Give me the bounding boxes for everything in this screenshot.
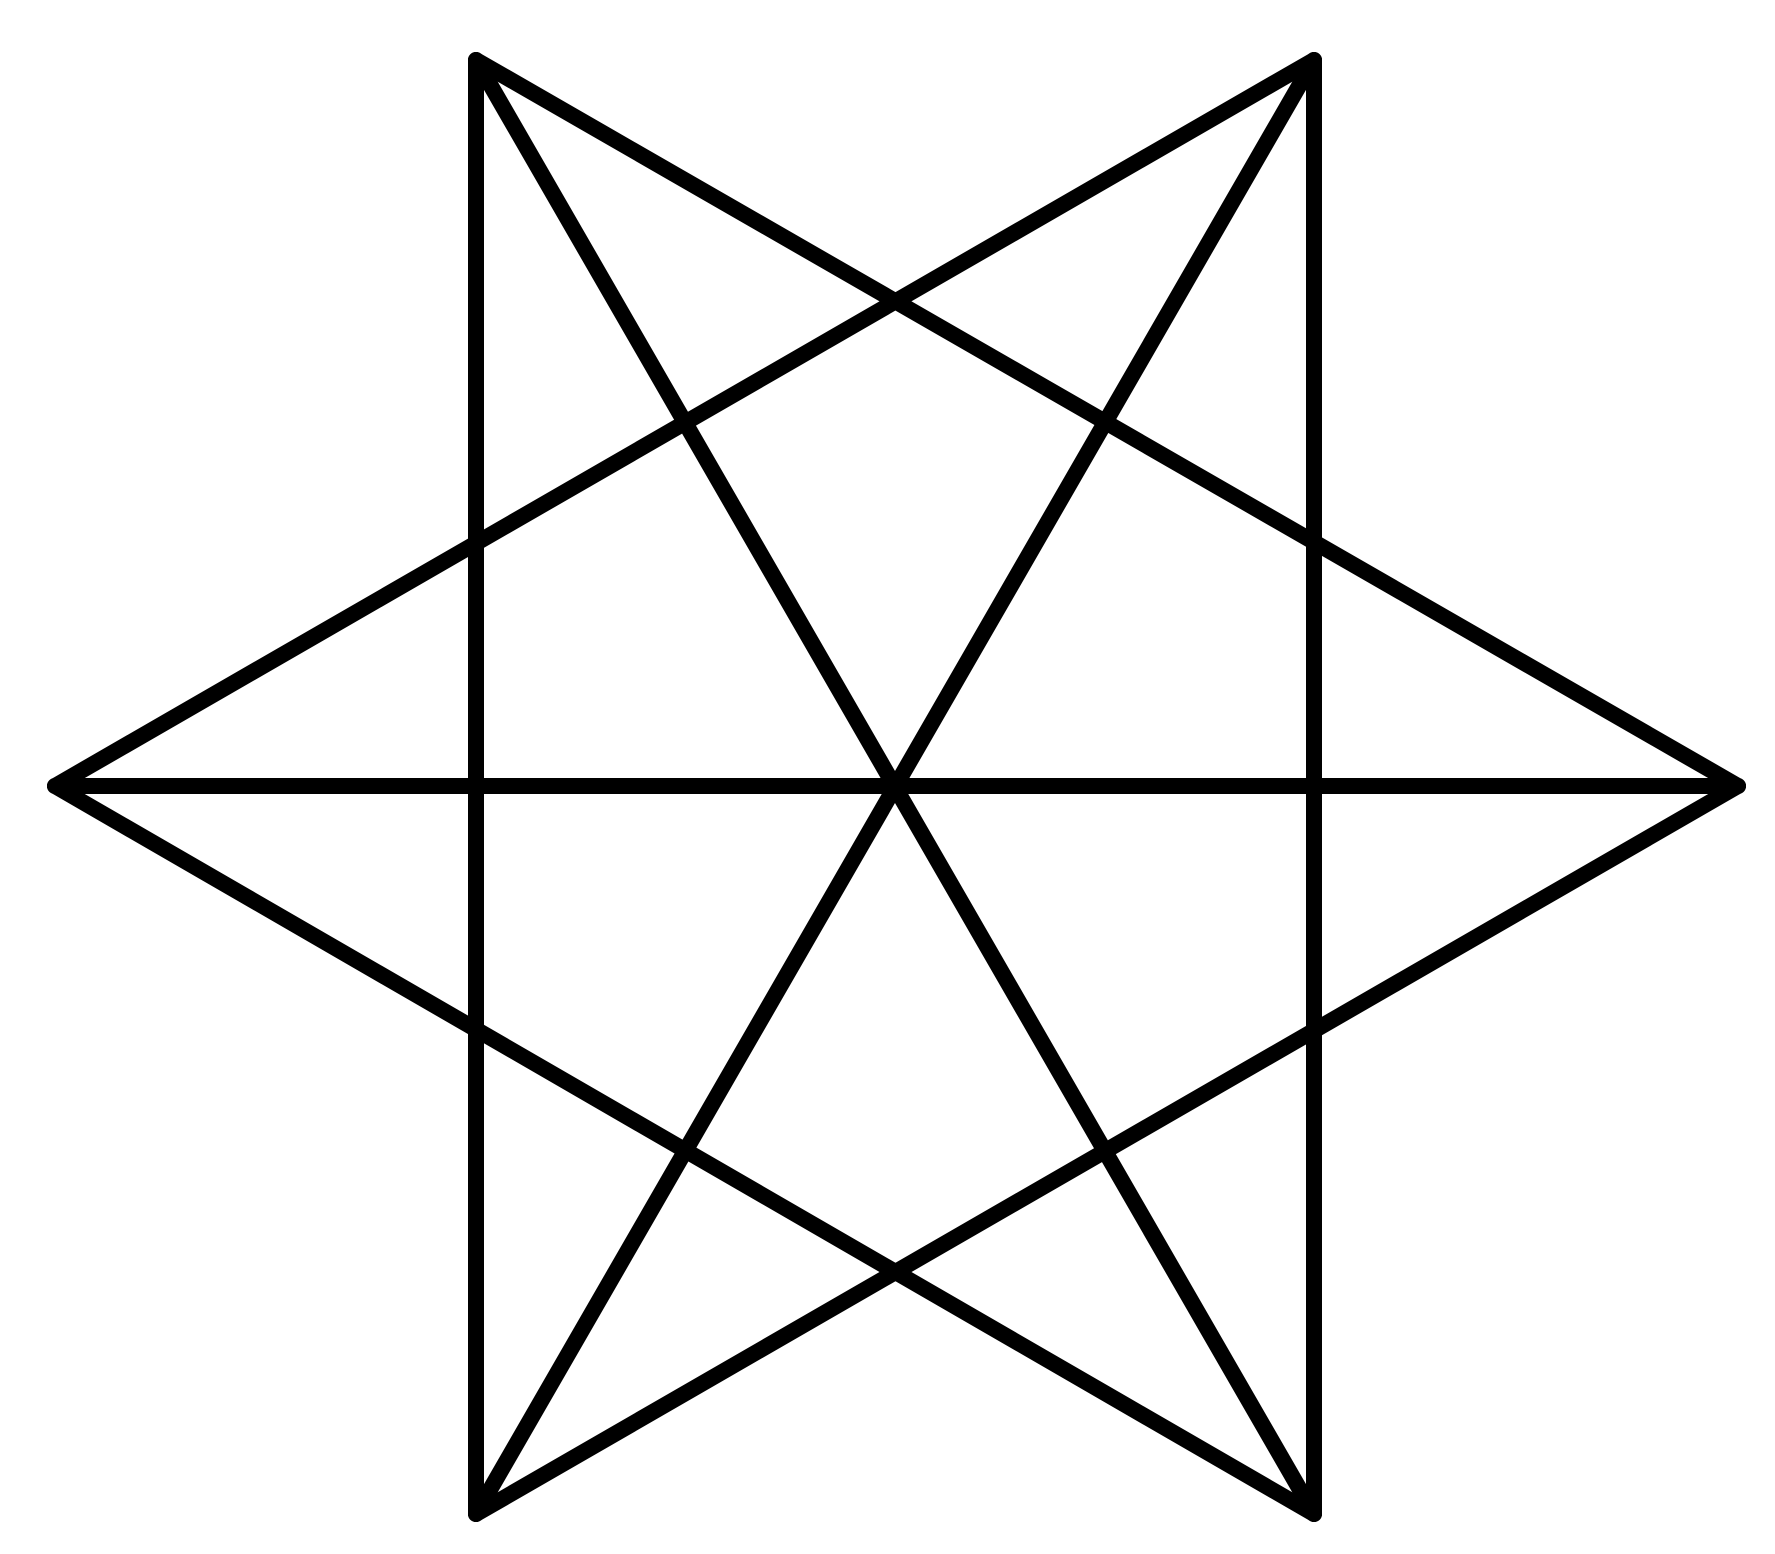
diagram-edges <box>47 52 1746 1522</box>
